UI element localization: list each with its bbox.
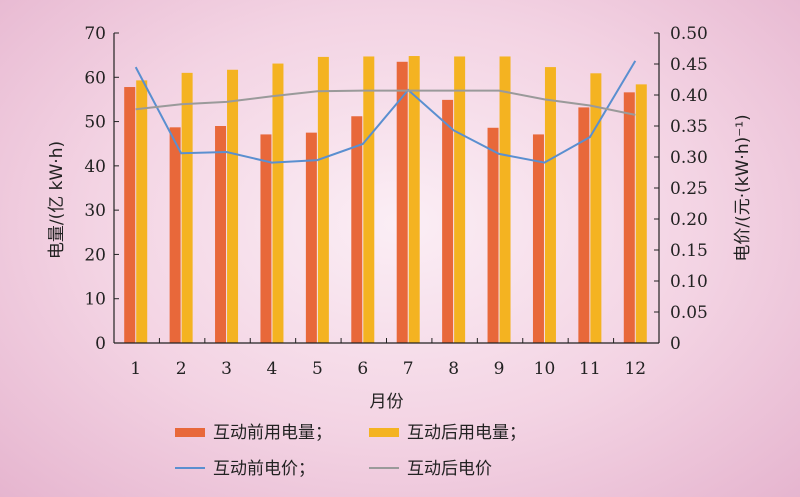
y-left-tick-label: 40	[84, 157, 106, 177]
bar-before-11	[578, 107, 590, 344]
y-left-tick-label: 70	[84, 24, 106, 44]
bar-after-3	[227, 69, 239, 343]
legend-item-2: 互动前电价；	[175, 459, 315, 479]
bar-before-8	[442, 99, 454, 343]
x-tick-label-7: 7	[403, 359, 414, 379]
bar-after-7	[408, 56, 420, 344]
bar-after-2	[181, 72, 193, 343]
bar-after-4	[272, 63, 284, 344]
bar-before-6	[351, 116, 363, 343]
y-axis-right-title: 电价/(元·(kW·h)⁻¹)	[733, 114, 753, 261]
line-price-after	[135, 89, 636, 116]
y-right-tick-label: 0	[670, 334, 681, 354]
bar-before-4	[260, 134, 272, 343]
x-tick-label-3: 3	[221, 359, 232, 379]
legend-label: 互动后电价	[407, 459, 492, 479]
line-price-before	[134, 60, 637, 164]
x-tick-label-4: 4	[267, 359, 278, 379]
y-right-tick-label: 0.40	[670, 86, 708, 106]
legend-item-0: 互动前用电量；	[175, 423, 332, 443]
legend: 互动前用电量； 互动后用电量； 互动前电价； 互动后电价	[175, 423, 526, 479]
bar-after-9	[499, 56, 511, 343]
bar-before-2	[169, 127, 181, 343]
bar-before-3	[215, 126, 227, 343]
legend-label: 互动后用电量；	[407, 423, 526, 443]
y-right-tick-label: 0.15	[670, 241, 708, 261]
axes-layer: 0 10 20 30 40 50 60 70 0 0.05 0.10 0.15 0.20 0.25 0.30…	[84, 24, 708, 379]
bar-before-7	[396, 61, 408, 344]
y-left-tick-label: 30	[84, 201, 106, 221]
bar-before-9	[487, 127, 499, 344]
x-tick-label-8: 8	[448, 359, 459, 379]
legend-swatch-bar	[369, 428, 399, 437]
bar-after-11	[590, 73, 602, 344]
y-right-tick-label: 0.10	[670, 272, 708, 292]
bar-after-6	[363, 56, 375, 343]
y-right-tick-label: 0.25	[670, 179, 708, 199]
x-tick-label-6: 6	[357, 359, 368, 379]
bar-after-10	[544, 67, 556, 343]
x-tick-label-12: 12	[624, 359, 646, 379]
y-right-tick-label: 0.35	[670, 117, 708, 137]
y-left-tick-label: 10	[84, 290, 106, 310]
bar-after-5	[317, 56, 329, 344]
x-axis-title: 月份	[370, 392, 404, 412]
x-tick-label-1: 1	[130, 359, 141, 379]
x-tick-label-9: 9	[494, 359, 505, 379]
legend-item-3: 互动后电价	[369, 459, 492, 479]
x-tick-label-5: 5	[312, 359, 323, 379]
y-right-tick-label: 0.50	[670, 24, 708, 44]
bar-after-1	[136, 80, 148, 343]
bar-before-12	[623, 92, 635, 343]
y-left-tick-label: 50	[84, 113, 106, 133]
x-tick-label-11: 11	[579, 359, 601, 379]
y-left-tick-label: 20	[84, 245, 106, 265]
bar-after-8	[454, 56, 466, 343]
bars-layer	[124, 56, 647, 344]
y-right-tick-label: 0.30	[670, 148, 708, 168]
x-tick-label-10: 10	[534, 359, 556, 379]
legend-swatch-bar	[175, 428, 205, 437]
y-right-tick-label: 0.45	[670, 55, 708, 75]
legend-label: 互动前用电量；	[213, 423, 332, 443]
y-right-tick-label: 0.20	[670, 210, 708, 230]
bar-before-10	[532, 134, 544, 343]
y-left-tick-label: 60	[84, 68, 106, 88]
y-left-tick-label: 0	[95, 334, 106, 354]
legend-label: 互动前电价；	[213, 459, 315, 479]
bar-after-12	[635, 84, 647, 343]
y-right-tick-label: 0.05	[670, 303, 708, 323]
bar-before-1	[124, 87, 136, 344]
y-axis-left-title: 电量/(亿 kW·h)	[47, 141, 67, 259]
legend-item-1: 互动后用电量；	[369, 423, 526, 443]
lines-layer	[134, 60, 637, 164]
bar-before-5	[305, 132, 317, 343]
x-tick-label-2: 2	[176, 359, 187, 379]
